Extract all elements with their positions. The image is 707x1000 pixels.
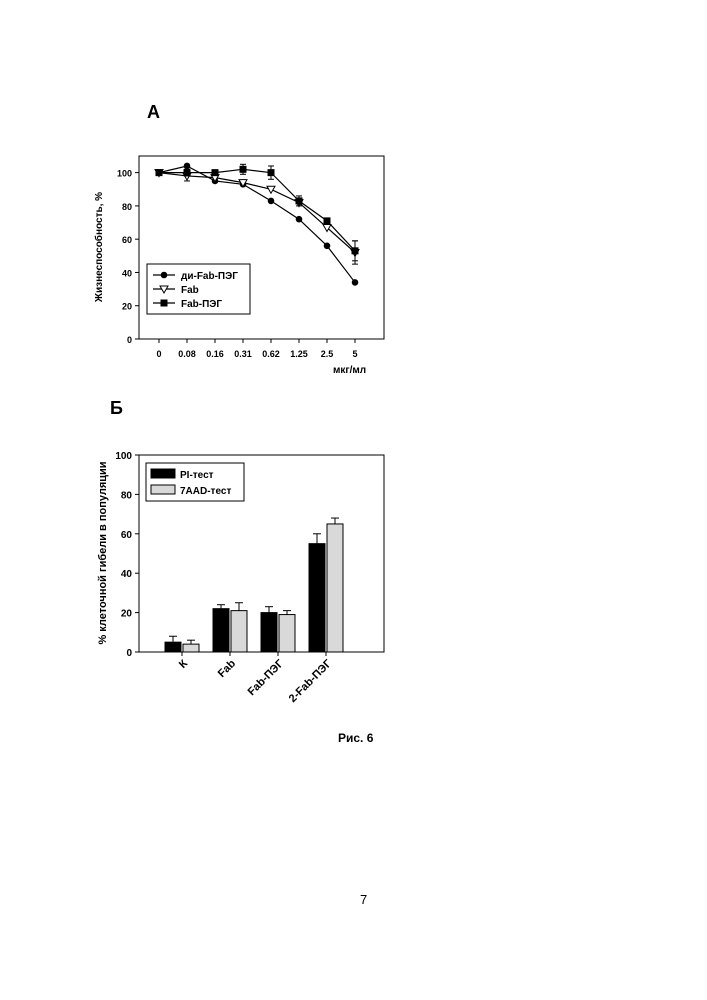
x-tick-label: 5: [352, 349, 357, 359]
data-point: [184, 169, 191, 176]
figure-caption: Рис. 6: [338, 731, 373, 745]
y-tick-label: 40: [121, 569, 133, 580]
y-tick-label: 80: [121, 490, 133, 501]
x-tick-label: 0.62: [262, 349, 280, 359]
legend-marker: [161, 300, 168, 307]
x-tick-label: 1.25: [290, 349, 308, 359]
bar: [279, 615, 295, 652]
data-point: [352, 279, 359, 286]
series-line: [159, 173, 355, 253]
legend-marker: [161, 272, 168, 279]
chart-a: 0 20 40 60 80 100 0 0.08 0.16 0.31 0.62 1.25 2.5 5 мкг…: [93, 156, 384, 376]
bar: [213, 609, 229, 652]
y-tick-label: 60: [121, 530, 133, 541]
x-tick-label: 0.16: [206, 349, 224, 359]
page-number: 7: [360, 892, 367, 907]
x-axis-label: мкг/мл: [333, 365, 366, 376]
data-point: [156, 169, 163, 176]
y-tick-label: 0: [127, 335, 132, 345]
y-tick-label: 0: [126, 648, 132, 659]
bar: [327, 524, 343, 652]
bar: [165, 642, 181, 652]
y-tick-label: 20: [121, 609, 133, 620]
y-tick-label: 60: [122, 235, 132, 245]
y-tick-label: 20: [122, 302, 132, 312]
legend-label: PI-тест: [180, 470, 214, 481]
x-tick-label: 0: [156, 349, 161, 359]
bar: [183, 644, 199, 652]
bar: [309, 544, 325, 652]
data-point: [268, 198, 275, 205]
legend-label: Fab-ПЭГ: [181, 299, 222, 310]
legend-label: Fab: [181, 285, 199, 296]
y-tick-label: 100: [117, 169, 132, 179]
y-tick-label: 40: [122, 268, 132, 278]
bar: [231, 611, 247, 652]
data-point: [324, 217, 331, 224]
data-point: [240, 166, 247, 173]
legend-swatch: [151, 469, 175, 478]
x-tick-label: Fab-ПЭГ: [246, 657, 287, 698]
data-point: [212, 169, 219, 176]
data-point: [267, 186, 275, 193]
series-line: [159, 169, 355, 251]
legend-swatch: [151, 485, 175, 494]
legend-label: 7AAD-тест: [180, 486, 231, 497]
y-tick-label: 100: [115, 451, 132, 462]
data-point: [184, 163, 191, 170]
x-tick-label: 0.31: [234, 349, 252, 359]
data-point: [352, 247, 359, 254]
chart-b: 0 20 40 60 80 100 % клеточной гибели в популяц…: [97, 451, 384, 705]
x-tick-label: Fab: [216, 657, 239, 680]
data-point: [324, 243, 331, 250]
y-tick-label: 80: [122, 202, 132, 212]
y-axis-label: % клеточной гибели в популяции: [97, 461, 109, 644]
bar: [261, 613, 277, 652]
y-axis-label: Жизнеспособность, %: [93, 192, 105, 303]
x-tick-label: 0.08: [178, 349, 196, 359]
data-point: [296, 216, 303, 223]
series-1: [155, 170, 359, 264]
legend-label: ди-Fab-ПЭГ: [181, 271, 238, 282]
x-tick-label: 2-Fab-ПЭГ: [287, 657, 335, 705]
x-tick-label: К: [177, 657, 190, 670]
data-point: [268, 169, 275, 176]
x-tick-label: 2.5: [321, 349, 334, 359]
data-point: [296, 197, 303, 204]
